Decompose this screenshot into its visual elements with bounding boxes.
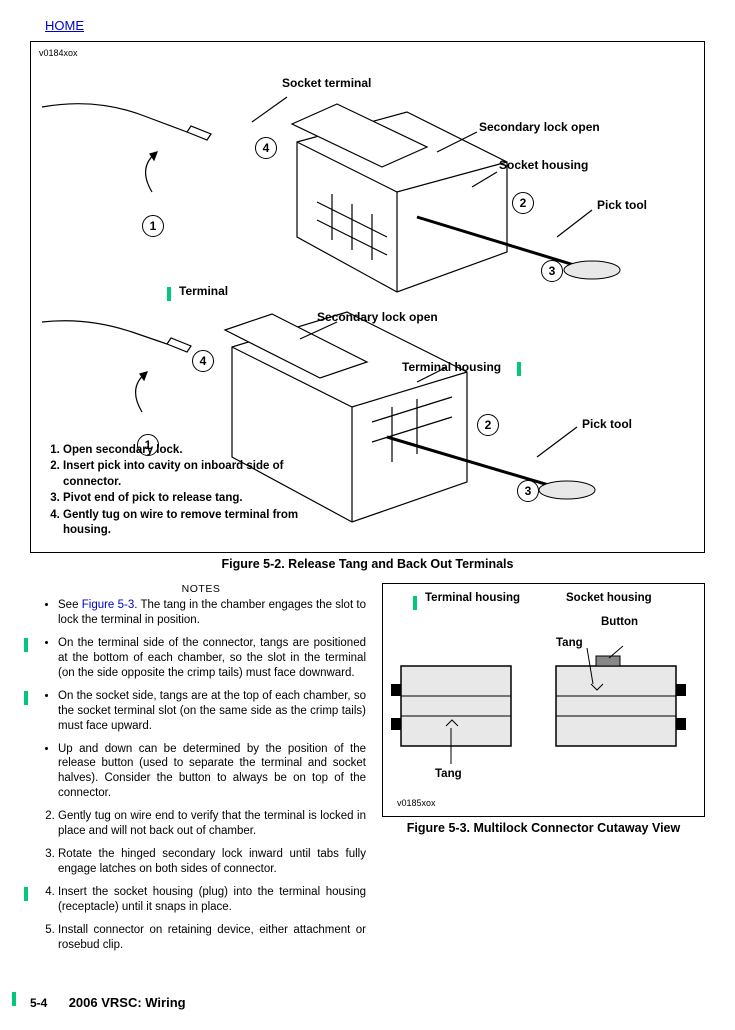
page-number: 5-4 (30, 996, 47, 1010)
label-terminal: Terminal (179, 284, 228, 298)
step-3: Pivot end of pick to release tang. (63, 491, 303, 507)
home-link[interactable]: HOME (45, 18, 84, 33)
f2-label-socket-housing: Socket housing (566, 592, 652, 604)
label-secondary-lock-open-2: Secondary lock open (317, 310, 438, 324)
note-2: On the terminal side of the connector, t… (58, 636, 366, 681)
notes-header: NOTES (36, 583, 366, 595)
f2-label-tang-2: Tang (435, 768, 462, 780)
figure-id: v0184xox (39, 48, 698, 58)
f2-label-tang-1: Tang (556, 637, 583, 649)
callout-2-lower: 2 (477, 414, 499, 436)
figure-steps: Open secondary lock. Insert pick into ca… (43, 443, 303, 540)
numbered-2: Gently tug on wire end to verify that th… (58, 809, 366, 839)
note-4: Up and down can be determined by the pos… (58, 742, 366, 802)
f2-label-terminal-housing: Terminal housing (425, 592, 520, 604)
note-3: On the socket side, tangs are at the top… (58, 689, 366, 734)
page-footer: 5-4 2006 VRSC: Wiring (30, 989, 705, 1010)
notes-column: NOTES See Figure 5-3. The tang in the ch… (36, 583, 366, 961)
callout-3-lower: 3 (517, 480, 539, 502)
step-1: Open secondary lock. (63, 443, 303, 459)
step-4: Gently tug on wire to remove terminal fr… (63, 508, 303, 539)
callout-4-upper: 4 (255, 137, 277, 159)
note-1: See Figure 5-3. The tang in the chamber … (58, 598, 366, 628)
callout-4-lower: 4 (192, 350, 214, 372)
numbered-5: Install connector on retaining device, e… (58, 923, 366, 953)
label-socket-housing: Socket housing (499, 158, 588, 172)
label-terminal-housing: Terminal housing (402, 360, 501, 374)
callout-2-upper: 2 (512, 192, 534, 214)
label-pick-tool-2: Pick tool (582, 417, 632, 431)
figure-5-3-id: v0185xox (397, 798, 436, 808)
numbered-3: Rotate the hinged secondary lock inward … (58, 847, 366, 877)
figure-5-2-caption: Figure 5-2. Release Tang and Back Out Te… (30, 557, 705, 571)
figure-5-3-box: Terminal housing Socket housing Button T… (382, 583, 705, 817)
f2-label-button: Button (601, 616, 638, 628)
figure-ref-5-3[interactable]: Figure 5-3. (82, 599, 138, 611)
callout-3-upper: 3 (541, 260, 563, 282)
label-secondary-lock-open-1: Secondary lock open (479, 120, 600, 134)
step-2: Insert pick into cavity on inboard side … (63, 459, 303, 490)
footer-title: 2006 VRSC: Wiring (69, 995, 186, 1010)
callout-1-upper: 1 (142, 215, 164, 237)
label-socket-terminal: Socket terminal (282, 76, 371, 90)
figure-5-2-box: v0184xox (30, 41, 705, 553)
numbered-4: Insert the socket housing (plug) into th… (58, 885, 366, 915)
figure-5-3-caption: Figure 5-3. Multilock Connector Cutaway … (382, 821, 705, 835)
figure-5-2-diagram: Socket terminal Secondary lock open Sock… (37, 62, 698, 542)
label-pick-tool-1: Pick tool (597, 198, 647, 212)
